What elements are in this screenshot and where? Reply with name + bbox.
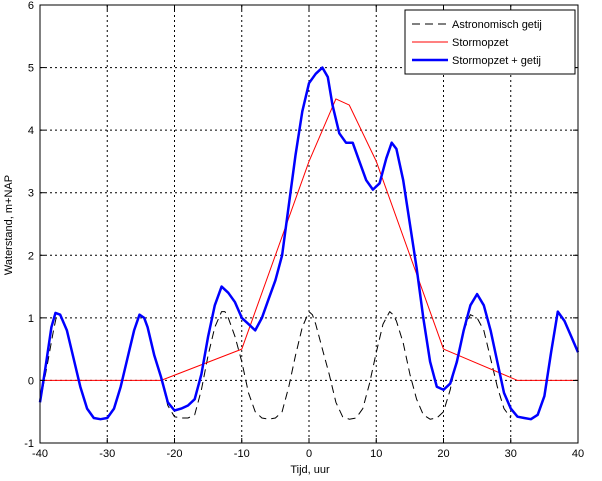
y-tick-label: 2 [28, 250, 34, 262]
x-tick-label: -20 [167, 448, 183, 460]
y-tick-label: 6 [28, 0, 34, 12]
x-axis-label: Tijd, uur [290, 464, 330, 476]
x-tick-label: 0 [306, 448, 312, 460]
x-tick-label: -10 [234, 448, 250, 460]
x-tick-label: 10 [370, 448, 382, 460]
y-tick-label: 5 [28, 63, 34, 75]
legend-label-stormopzet-getij: Stormopzet + getij [452, 55, 541, 67]
y-tick-label: 1 [28, 313, 34, 325]
y-tick-label: 3 [28, 188, 34, 200]
x-tick-label: -40 [32, 448, 48, 460]
legend-label-astronomisch: Astronomisch getij [452, 19, 542, 31]
y-tick-label: 4 [28, 125, 34, 137]
legend-label-stormopzet: Stormopzet [452, 37, 508, 49]
series-line-2 [38, 66, 580, 421]
x-tick-label: 20 [437, 448, 449, 460]
x-tick-label: 40 [572, 448, 584, 460]
y-axis-label: Waterstand, m+NAP [3, 175, 15, 275]
x-tick-label: 30 [505, 448, 517, 460]
series-line-1 [40, 98, 578, 381]
x-tick-label: -30 [99, 448, 115, 460]
legend: Astronomisch getij Stormopzet Stormopzet… [404, 9, 576, 75]
grid-lines [40, 5, 578, 443]
y-tick-label: 0 [28, 375, 34, 387]
y-tick-label: -1 [24, 438, 34, 450]
